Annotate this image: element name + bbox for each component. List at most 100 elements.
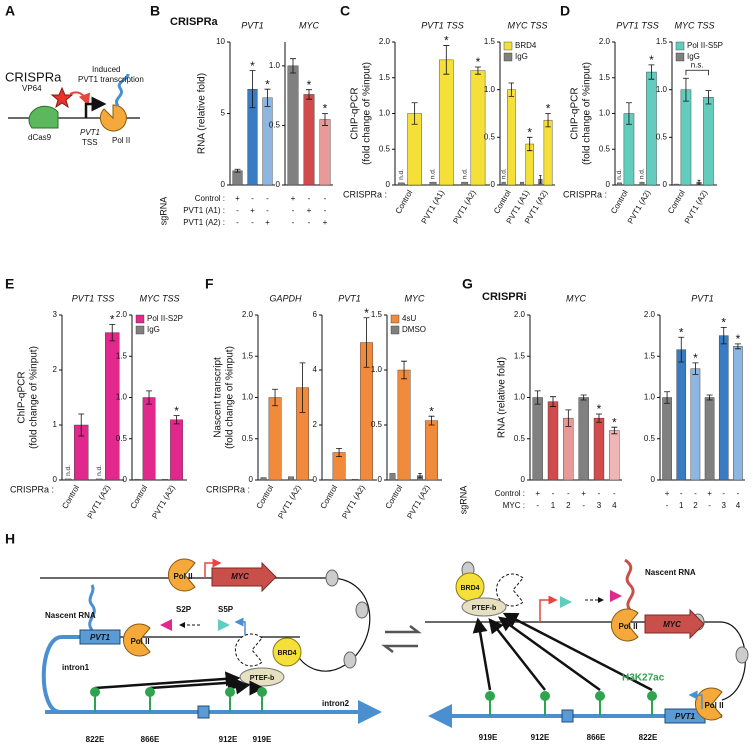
dcas9-shape xyxy=(28,105,59,129)
diagram-h-right: Nascent RNA MYC Pol II BRD4 PTEF-b H3K27… xyxy=(425,558,749,742)
heading: CRISPRi xyxy=(482,291,527,303)
pol2-shape xyxy=(122,623,151,657)
y-axis-label: (fold change of %input) xyxy=(29,346,40,449)
chart-title: PVT1 TSS xyxy=(616,20,659,30)
panel-letter: B xyxy=(150,3,160,19)
label: Pol II xyxy=(704,701,723,710)
y-tick-label: 0 xyxy=(386,180,391,189)
chart: PVT1 TSS ChIP-qPCR (fold change of %input)… xyxy=(10,293,124,520)
x-tick-label: PVT1 (A2) xyxy=(451,188,478,225)
error-bar xyxy=(336,447,343,458)
error-bar xyxy=(78,413,85,437)
significance: * xyxy=(693,351,698,365)
bar xyxy=(639,181,645,186)
y-tick-label: 0.5 xyxy=(371,420,383,429)
bar xyxy=(95,478,103,481)
annotation: n.d. xyxy=(96,465,103,476)
label: Pol II xyxy=(112,136,130,145)
y-tick-label: 1.5 xyxy=(116,351,128,360)
bar xyxy=(134,478,141,481)
y-tick-label: 1.0 xyxy=(644,393,656,402)
significance: * xyxy=(736,332,741,346)
y-tick-label: 1.0 xyxy=(514,393,526,402)
y-tick-label: 2 xyxy=(53,365,58,374)
annotation: n.d. xyxy=(430,168,437,179)
x-tick-label: Control xyxy=(60,483,81,510)
y-tick-label: 0.5 xyxy=(269,121,281,130)
table-cell: - xyxy=(292,206,295,215)
label: intron1 xyxy=(62,663,90,672)
bar xyxy=(303,94,315,186)
label: MYC xyxy=(231,572,249,581)
table-row-label: PVT1 (A1) : xyxy=(183,206,225,215)
diagram-h-left: MYC Pol II Nascent RNA PVT1 Pol II S2P S… xyxy=(40,558,382,744)
label: PVT1 xyxy=(675,712,696,721)
chart: MYC RNA (relative fold) 0 0.5 1.0 1.5 2.0 * * Con… xyxy=(458,293,622,514)
y-axis-label: Nascent transcript xyxy=(213,357,224,438)
bar xyxy=(680,89,692,186)
panel-letter: A xyxy=(5,3,15,19)
bar xyxy=(676,349,687,481)
x-axis-label: CRISPRa : xyxy=(10,484,54,494)
legend-swatch xyxy=(390,325,400,335)
error-bar xyxy=(545,113,551,128)
error-bar xyxy=(290,58,296,74)
table-cell: 3 xyxy=(722,501,727,510)
heading: CRISPRa xyxy=(170,16,219,28)
bar xyxy=(543,119,553,186)
y-tick-label: 0 xyxy=(663,180,668,189)
table-cell: - xyxy=(567,489,570,498)
bar xyxy=(578,397,589,481)
bar xyxy=(397,369,411,481)
x-tick-label: PVT1 (A2) xyxy=(276,483,303,520)
table-cell: - xyxy=(236,218,239,227)
table-cell: - xyxy=(613,489,616,498)
y-tick-label: 0 xyxy=(378,475,383,484)
dna xyxy=(40,577,371,672)
table-cell: + xyxy=(665,489,670,498)
arrow xyxy=(69,91,91,106)
gene-arrow xyxy=(644,608,705,640)
label: Pol II xyxy=(618,622,637,631)
y-axis-label: ChIP-qPCR xyxy=(17,371,28,423)
error-bar xyxy=(363,317,370,368)
panel-letter: C xyxy=(340,3,350,19)
significance: * xyxy=(527,126,532,140)
pol2-shape xyxy=(167,558,196,592)
chart-title: PVT1 TSS xyxy=(72,293,115,303)
y-tick-label: 1.5 xyxy=(644,351,656,360)
nucleosome xyxy=(325,569,339,587)
y-tick-label: 0.5 xyxy=(656,132,668,141)
chart-title: MYC TSS xyxy=(139,293,179,303)
bar xyxy=(397,182,405,186)
significance: * xyxy=(265,77,270,91)
tss-arrow xyxy=(688,690,703,709)
table-cell: - xyxy=(251,194,254,203)
error-bar xyxy=(306,89,312,100)
tss-arrow xyxy=(204,558,222,578)
bar xyxy=(260,477,267,481)
rna xyxy=(115,73,130,107)
significance: * xyxy=(721,316,726,330)
table-cell: 2 xyxy=(566,501,571,510)
x-tick-label: Control xyxy=(129,483,150,510)
bracket-label: n.s. xyxy=(691,60,704,69)
panel-letter: G xyxy=(462,276,473,292)
label: Pol II xyxy=(130,637,149,646)
label: MYC xyxy=(663,620,681,629)
error-bar xyxy=(418,473,422,479)
y-tick-label: 0 xyxy=(276,180,281,189)
s2p-flag xyxy=(160,619,172,631)
bar xyxy=(501,181,506,186)
y-tick-label: 0 xyxy=(651,475,656,484)
chart: PVT1 TSS ChIP-qPCR (fold change of %input)… xyxy=(563,20,660,225)
bar xyxy=(617,182,622,186)
y-tick-label: 1.0 xyxy=(269,61,281,70)
table-cell: - xyxy=(236,206,239,215)
table-cell: - xyxy=(308,194,311,203)
chart-title: PVT1 xyxy=(241,20,264,30)
y-tick-label: 1.0 xyxy=(379,109,391,118)
error-bar xyxy=(565,409,572,427)
table-cell: - xyxy=(708,501,711,510)
